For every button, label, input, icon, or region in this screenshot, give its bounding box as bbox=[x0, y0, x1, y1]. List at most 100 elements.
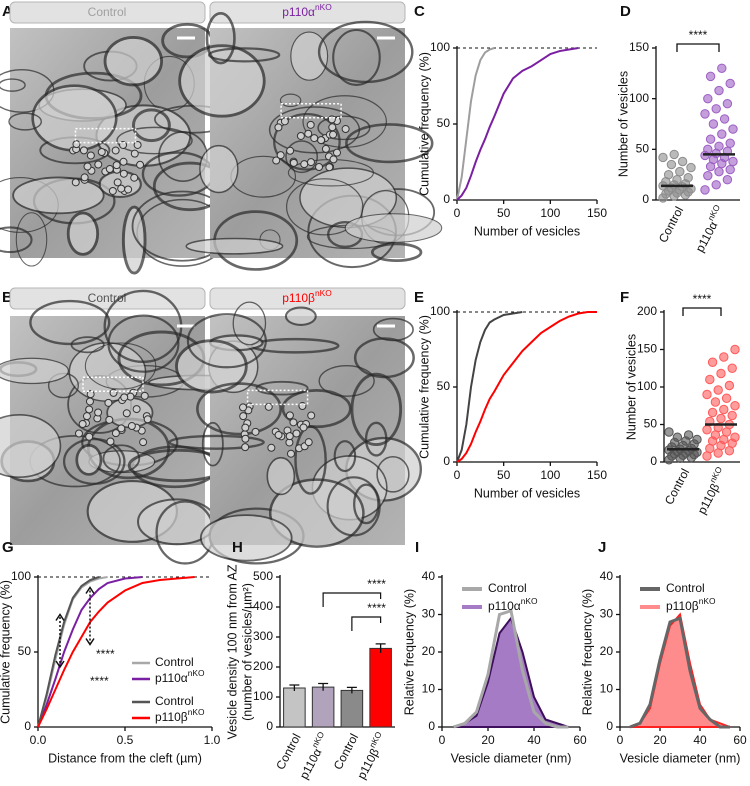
vesicle bbox=[286, 449, 295, 458]
x-tick-label: 0 bbox=[454, 206, 461, 220]
panel-letter: C bbox=[414, 3, 425, 20]
dot bbox=[666, 159, 677, 170]
area bbox=[629, 612, 731, 728]
membrane bbox=[0, 226, 33, 254]
y-tick-label: 0 bbox=[24, 719, 31, 733]
vesicle bbox=[285, 411, 294, 420]
y-tick-label: 0 bbox=[443, 454, 450, 468]
vesicle bbox=[299, 423, 308, 432]
dot bbox=[727, 363, 737, 373]
vesicle bbox=[133, 140, 142, 149]
dot bbox=[725, 164, 735, 175]
error-bar bbox=[375, 643, 386, 653]
y-tick-label: 10 bbox=[422, 682, 436, 696]
label-text: Control bbox=[666, 581, 705, 595]
membrane bbox=[15, 212, 48, 267]
x-category-label: Control bbox=[662, 466, 693, 507]
dot bbox=[717, 63, 727, 73]
panel-letter: E bbox=[414, 289, 424, 306]
membrane bbox=[376, 455, 410, 493]
vesicle bbox=[325, 163, 334, 172]
superscript: nKO bbox=[706, 203, 723, 223]
vesicle bbox=[94, 408, 103, 417]
vesicle bbox=[296, 131, 305, 140]
dot bbox=[700, 109, 710, 119]
vesicle bbox=[304, 438, 313, 447]
dot bbox=[727, 410, 737, 421]
dot bbox=[669, 149, 679, 160]
x-axis-label: Number of vesicles bbox=[474, 224, 580, 238]
vesicle bbox=[329, 155, 338, 164]
vesicle bbox=[315, 163, 324, 172]
vesicle bbox=[112, 161, 121, 170]
vesicle bbox=[111, 146, 120, 155]
label-text: p110β bbox=[695, 481, 723, 517]
significance: **** bbox=[367, 577, 386, 591]
dot bbox=[716, 413, 726, 424]
vesicle bbox=[280, 117, 289, 126]
dot bbox=[683, 430, 694, 440]
panel-letter: B bbox=[2, 289, 13, 306]
vesicle bbox=[329, 130, 338, 139]
membrane bbox=[66, 211, 100, 256]
line bbox=[37, 576, 195, 728]
line bbox=[37, 576, 143, 728]
label-text: Control bbox=[155, 655, 194, 669]
label-text: p110α bbox=[297, 746, 325, 782]
label-text: p110β bbox=[666, 599, 699, 613]
line bbox=[456, 47, 495, 201]
membrane bbox=[266, 456, 296, 496]
dot bbox=[683, 173, 693, 183]
vesicle bbox=[119, 169, 128, 178]
x-axis-label: Distance from the cleft (µm) bbox=[48, 751, 202, 765]
panel-letter: J bbox=[598, 539, 606, 556]
x-tick-label: 40 bbox=[527, 733, 541, 747]
legend-label: Control bbox=[488, 581, 527, 595]
bar bbox=[369, 647, 392, 728]
y-tick-label: 500 bbox=[253, 569, 273, 583]
label-text: p110β bbox=[155, 710, 188, 724]
x-tick-label: 50 bbox=[497, 468, 511, 482]
y-tick-label: 50 bbox=[636, 142, 650, 156]
membrane bbox=[353, 483, 380, 525]
vesicle bbox=[143, 415, 152, 424]
y-tick-label: 40 bbox=[600, 569, 614, 583]
membrane bbox=[326, 476, 381, 537]
vesicle bbox=[83, 162, 92, 171]
membrane bbox=[116, 126, 193, 155]
membrane bbox=[284, 306, 317, 326]
significance-bracket bbox=[676, 43, 720, 52]
membrane bbox=[75, 443, 103, 476]
dot bbox=[721, 393, 732, 403]
y-tick-label: 100 bbox=[430, 304, 450, 318]
vesicle bbox=[306, 158, 315, 167]
membrane bbox=[186, 313, 267, 369]
y-axis-label: (number of vesicles/µm²) bbox=[240, 583, 254, 721]
dot bbox=[728, 124, 738, 134]
line bbox=[456, 47, 579, 201]
vesicle bbox=[80, 173, 89, 182]
vesicle bbox=[85, 405, 94, 414]
y-axis-label: Vesicle density 100 nm from AZ bbox=[225, 564, 239, 739]
image-header: p110βnKO bbox=[282, 288, 332, 305]
membrane bbox=[332, 28, 381, 86]
significance: **** bbox=[693, 292, 712, 306]
error-bar bbox=[289, 684, 300, 691]
x-tick-label: 40 bbox=[693, 733, 707, 747]
superscript: nKO bbox=[315, 288, 332, 298]
vesicle bbox=[74, 429, 83, 438]
vesicle bbox=[239, 403, 248, 412]
superscript: nKO bbox=[521, 596, 538, 606]
y-tick-label: 200 bbox=[637, 304, 657, 318]
label-text: Control bbox=[155, 694, 194, 708]
label-text: Control bbox=[656, 204, 687, 245]
dot bbox=[728, 156, 738, 167]
panel-letter: H bbox=[232, 539, 243, 556]
vesicle bbox=[85, 397, 94, 406]
dot bbox=[714, 85, 724, 96]
x-tick-label: 0.5 bbox=[117, 733, 134, 747]
y-tick-label: 100 bbox=[629, 91, 649, 105]
dot bbox=[730, 432, 740, 442]
line bbox=[456, 311, 523, 463]
y-tick-label: 40 bbox=[422, 569, 436, 583]
